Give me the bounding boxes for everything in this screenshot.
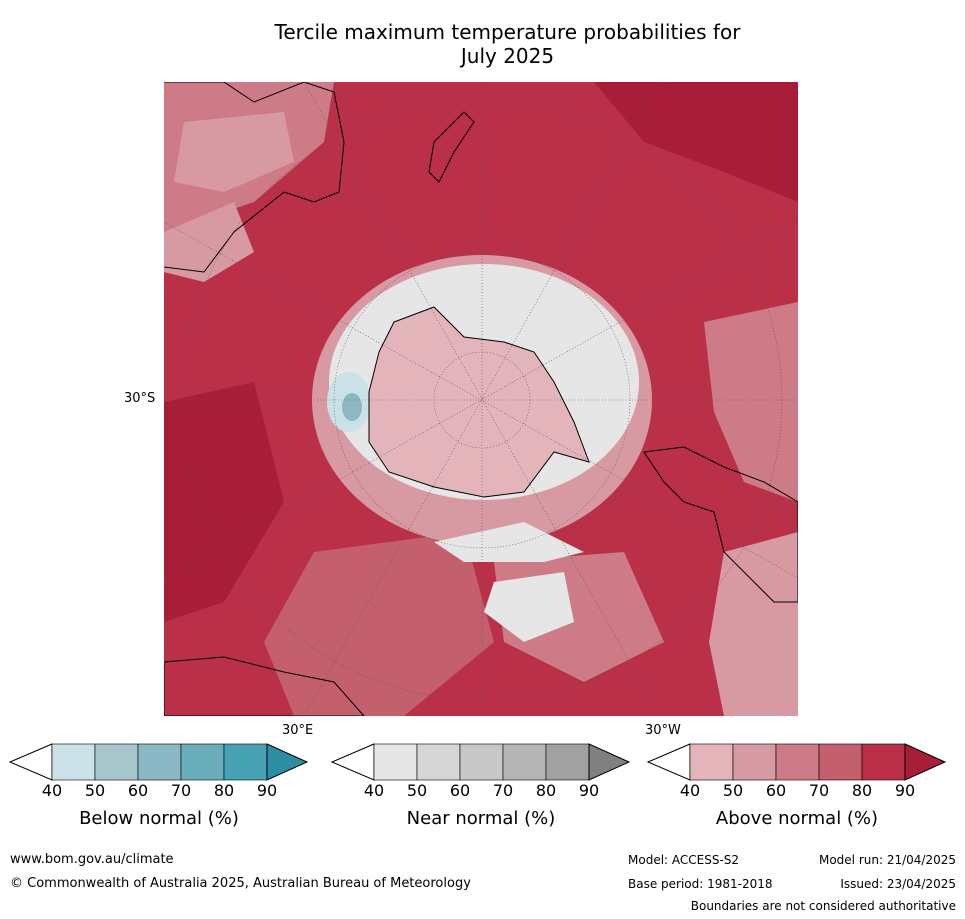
region-lighter [704, 302, 798, 502]
near-normal-scale [331, 743, 631, 781]
region-dark [594, 82, 798, 202]
colorbar-segment [51, 743, 96, 781]
colorbar-segment [223, 743, 268, 781]
near-normal-colorbar: 40 50 60 70 80 90 [331, 743, 631, 803]
colorbar-over-triangle [266, 743, 309, 781]
tick-label: 80 [535, 781, 557, 800]
colorbar-over-triangle [588, 743, 631, 781]
region-mid [264, 532, 494, 716]
colorbar-segment [416, 743, 461, 781]
title-line-2: July 2025 [460, 44, 555, 68]
website-link[interactable]: www.bom.gov.au/climate [10, 852, 174, 867]
colorbar-segment [137, 743, 182, 781]
colorbar-segment [502, 743, 547, 781]
colorbar-segment [94, 743, 139, 781]
above-normal-ticks: 40 50 60 70 80 90 [647, 781, 947, 803]
near-normal-patch [484, 572, 574, 642]
tick-label: 60 [127, 781, 149, 800]
model-text: Model: ACCESS-S2 [628, 853, 740, 867]
chart-title: Tercile maximum temperature probabilitie… [0, 20, 965, 68]
longitude-label-east: 30°E [282, 723, 314, 738]
longitude-label-west: 30°W [645, 723, 681, 738]
tick-label: 60 [449, 781, 471, 800]
tick-label: 80 [851, 781, 873, 800]
colorbar-segment [459, 743, 504, 781]
colorbar-segment [818, 743, 863, 781]
tick-label: 60 [765, 781, 787, 800]
below-normal-ticks: 40 50 60 70 80 90 [9, 781, 309, 803]
colorbar-under-triangle [9, 743, 53, 781]
colorbar-under-triangle [331, 743, 375, 781]
tick-label: 50 [406, 781, 428, 800]
antarctica-landmass [368, 306, 590, 498]
tick-label: 70 [492, 781, 514, 800]
disclaimer-text: Boundaries are not considered authoritat… [690, 899, 956, 913]
colorbar-segment [732, 743, 777, 781]
tick-label: 50 [84, 781, 106, 800]
colorbar-segment [775, 743, 820, 781]
base-period-text: Base period: 1981-2018 [628, 877, 773, 891]
issued-text: Issued: 23/04/2025 [840, 877, 956, 891]
africa-coastline [164, 656, 365, 716]
colorbar-segment [689, 743, 734, 781]
region-light [174, 112, 294, 192]
copyright-text: © Commonwealth of Australia 2025, Austra… [10, 876, 471, 891]
colorbar-under-triangle [647, 743, 691, 781]
tick-label: 50 [722, 781, 744, 800]
colorbar-segment [861, 743, 906, 781]
colorbar-segment [373, 743, 418, 781]
below-normal-scale [9, 743, 309, 781]
title-line-1: Tercile maximum temperature probabilitie… [274, 20, 741, 44]
above-normal-scale [647, 743, 947, 781]
tick-label: 90 [256, 781, 278, 800]
new-zealand-coastline [428, 111, 475, 183]
below-normal-label: Below normal (%) [79, 808, 239, 829]
australia-coastline [164, 82, 345, 273]
tick-label: 90 [894, 781, 916, 800]
below-normal-colorbar: 40 50 60 70 80 90 [9, 743, 309, 803]
tick-label: 90 [578, 781, 600, 800]
south-america-coastline [643, 446, 798, 603]
below-normal-core [342, 393, 362, 421]
tick-label: 40 [41, 781, 63, 800]
graticule [164, 82, 798, 716]
region-dark [164, 382, 284, 622]
colorbar-segment [180, 743, 225, 781]
map-svg [164, 82, 798, 716]
tick-label: 40 [679, 781, 701, 800]
latitude-label: 30°S [124, 391, 156, 406]
near-normal-patch [434, 522, 584, 562]
region-light [709, 532, 798, 716]
near-normal-label: Near normal (%) [406, 808, 556, 829]
tick-label: 70 [808, 781, 830, 800]
above-normal-colorbar: 40 50 60 70 80 90 [647, 743, 947, 803]
tick-label: 70 [170, 781, 192, 800]
near-normal-ticks: 40 50 60 70 80 90 [331, 781, 631, 803]
region-light [164, 202, 254, 282]
probability-map [164, 82, 798, 716]
tick-label: 80 [213, 781, 235, 800]
colorbar-segment [545, 743, 590, 781]
tick-label: 40 [363, 781, 385, 800]
above-normal-label: Above normal (%) [715, 808, 879, 829]
colorbar-over-triangle [904, 743, 947, 781]
model-run-text: Model run: 21/04/2025 [818, 853, 956, 867]
